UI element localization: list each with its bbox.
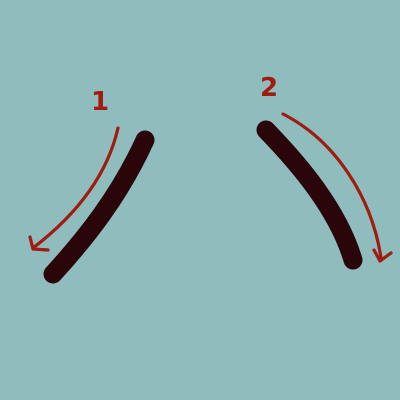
stroke-1-arrowhead-icon: [28, 235, 50, 252]
stroke-1-direction-arrow: [31, 126, 120, 250]
stroke-2-arrowhead-icon: [372, 248, 393, 263]
stroke-2-ink: [256, 120, 363, 270]
stroke-1-group: 1: [28, 87, 155, 284]
stroke-2-direction-arrow: [281, 112, 383, 260]
stroke-1-ink: [43, 130, 155, 284]
stroke-2-group: 2: [256, 73, 393, 270]
stroke-2-number: 2: [260, 73, 278, 103]
stroke-1-number: 1: [91, 87, 109, 117]
